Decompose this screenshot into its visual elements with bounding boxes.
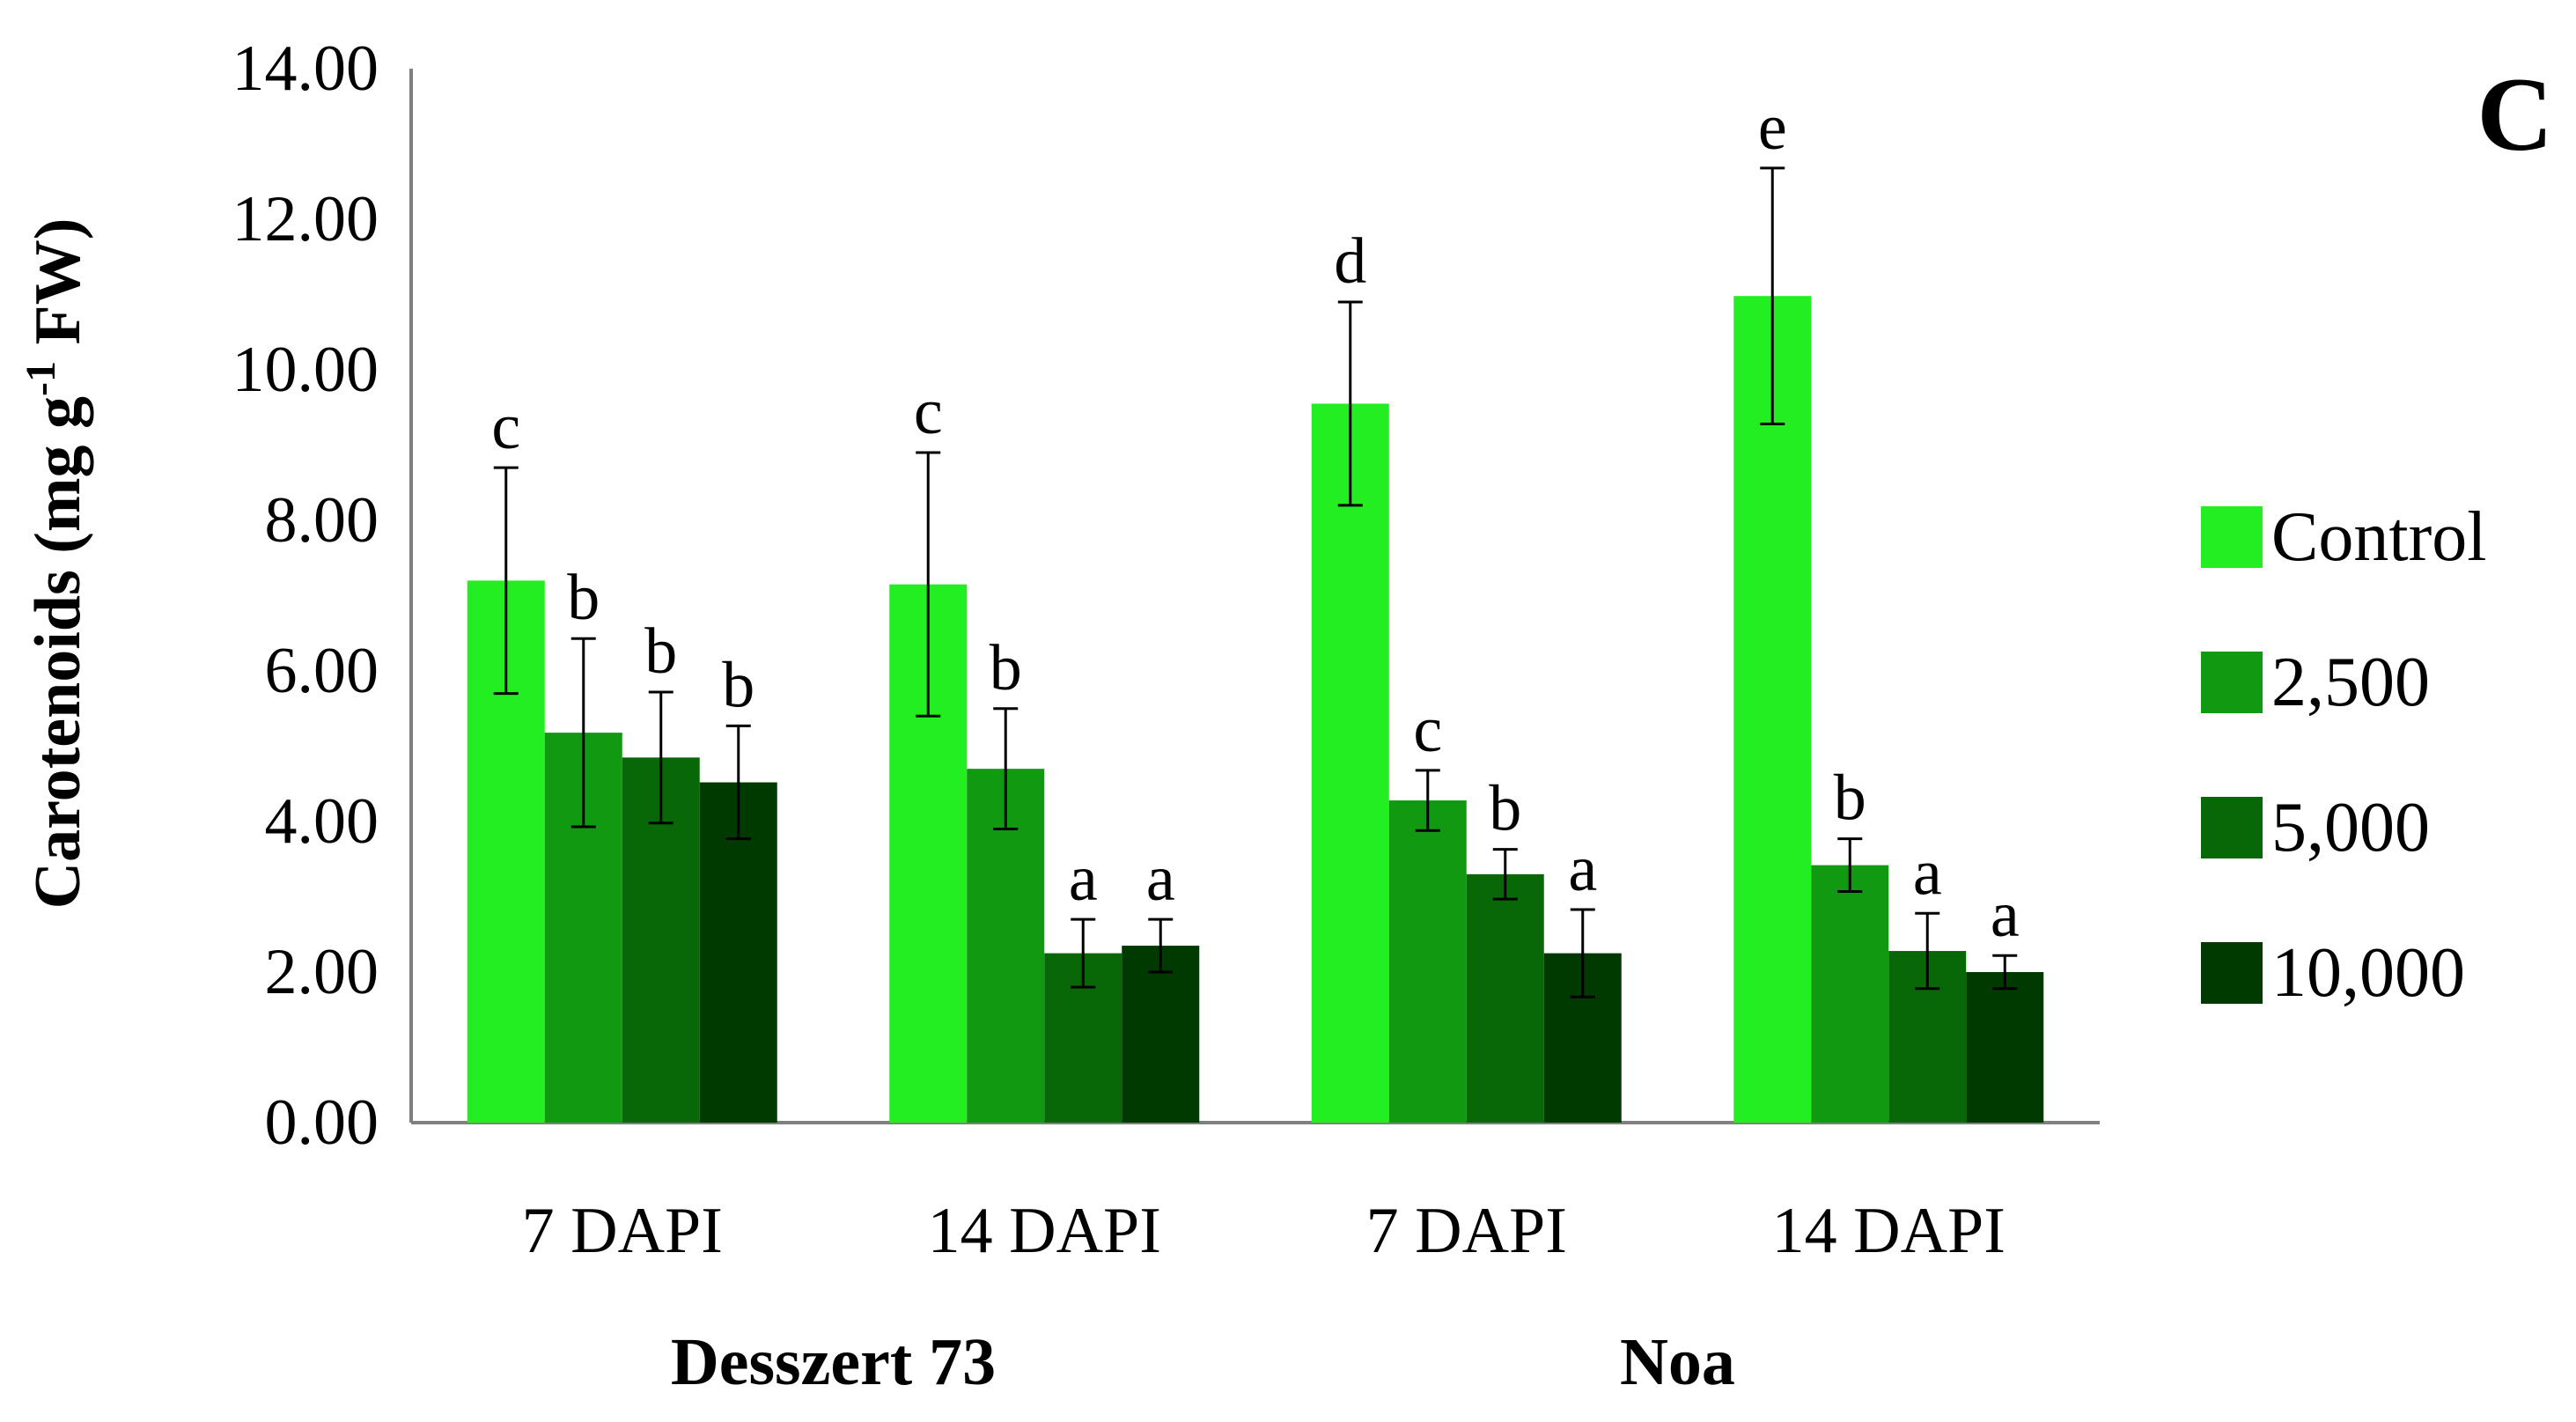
- significance-letter: c: [1413, 694, 1442, 766]
- significance-letter: b: [1834, 763, 1866, 835]
- y-axis-title-base: Carotenoids (mg g: [22, 396, 94, 909]
- significance-letter: c: [491, 391, 520, 463]
- x-tick-label: 7 DAPI: [1366, 1195, 1567, 1267]
- legend-label: 5,000: [2271, 789, 2430, 866]
- significance-letter: e: [1758, 92, 1787, 164]
- y-tick-label: 8.00: [265, 484, 379, 556]
- y-tick-label: 2.00: [265, 936, 379, 1008]
- y-tick-label: 0.00: [265, 1087, 379, 1159]
- panel-label: C: [2477, 55, 2553, 173]
- y-tick-label: 12.00: [232, 183, 379, 255]
- y-tick-label: 14.00: [232, 33, 379, 105]
- legend-swatch: [2201, 797, 2263, 858]
- significance-letter: b: [567, 562, 600, 634]
- legend-label: 10,000: [2271, 934, 2465, 1012]
- legend-swatch: [2201, 942, 2263, 1004]
- significance-letter: b: [644, 615, 677, 688]
- bar: [1966, 972, 2044, 1123]
- group-label: Desszert 73: [671, 1325, 996, 1399]
- bar: [1466, 873, 1544, 1123]
- bar: [1811, 865, 1889, 1123]
- legend-swatch: [2201, 652, 2263, 713]
- significance-letter: a: [1991, 879, 2020, 951]
- y-axis-title-tail: FW): [22, 218, 94, 361]
- significance-letter: c: [914, 376, 943, 448]
- y-tick-label: 4.00: [265, 785, 379, 858]
- bar: [1311, 403, 1389, 1124]
- legend-label: Control: [2271, 498, 2486, 576]
- bar: [1388, 800, 1467, 1123]
- plot-area: 0.00 2.00 4.00 6.00 8.00 10.00 12.00 14.00 c c d e b…: [232, 33, 2100, 1399]
- x-tick-label: 14 DAPI: [928, 1195, 1161, 1267]
- x-tick-label: 7 DAPI: [522, 1195, 723, 1267]
- y-axis-title-superscript: -1: [18, 361, 64, 396]
- x-tick-label: 14 DAPI: [1772, 1195, 2006, 1267]
- bar: [1122, 946, 1200, 1123]
- legend: Control 2,500 5,000 10,000: [2201, 498, 2486, 1012]
- y-tick-label: 6.00: [265, 635, 379, 707]
- bar: [1733, 296, 1812, 1124]
- significance-letter: a: [1069, 843, 1098, 915]
- y-tick-label: 10.00: [232, 334, 379, 406]
- legend-label: 2,500: [2271, 644, 2430, 721]
- group-label: Noa: [1620, 1325, 1735, 1399]
- significance-letter: a: [1146, 843, 1175, 915]
- y-axis-title: Carotenoids (mg g-1 FW): [18, 218, 94, 910]
- significance-letter: d: [1334, 225, 1366, 298]
- significance-letter: b: [722, 649, 754, 721]
- legend-swatch: [2201, 506, 2263, 568]
- significance-letter: a: [1568, 833, 1597, 905]
- significance-letter: b: [990, 632, 1022, 704]
- significance-letter: b: [1489, 773, 1521, 845]
- significance-letter: a: [1913, 836, 1942, 909]
